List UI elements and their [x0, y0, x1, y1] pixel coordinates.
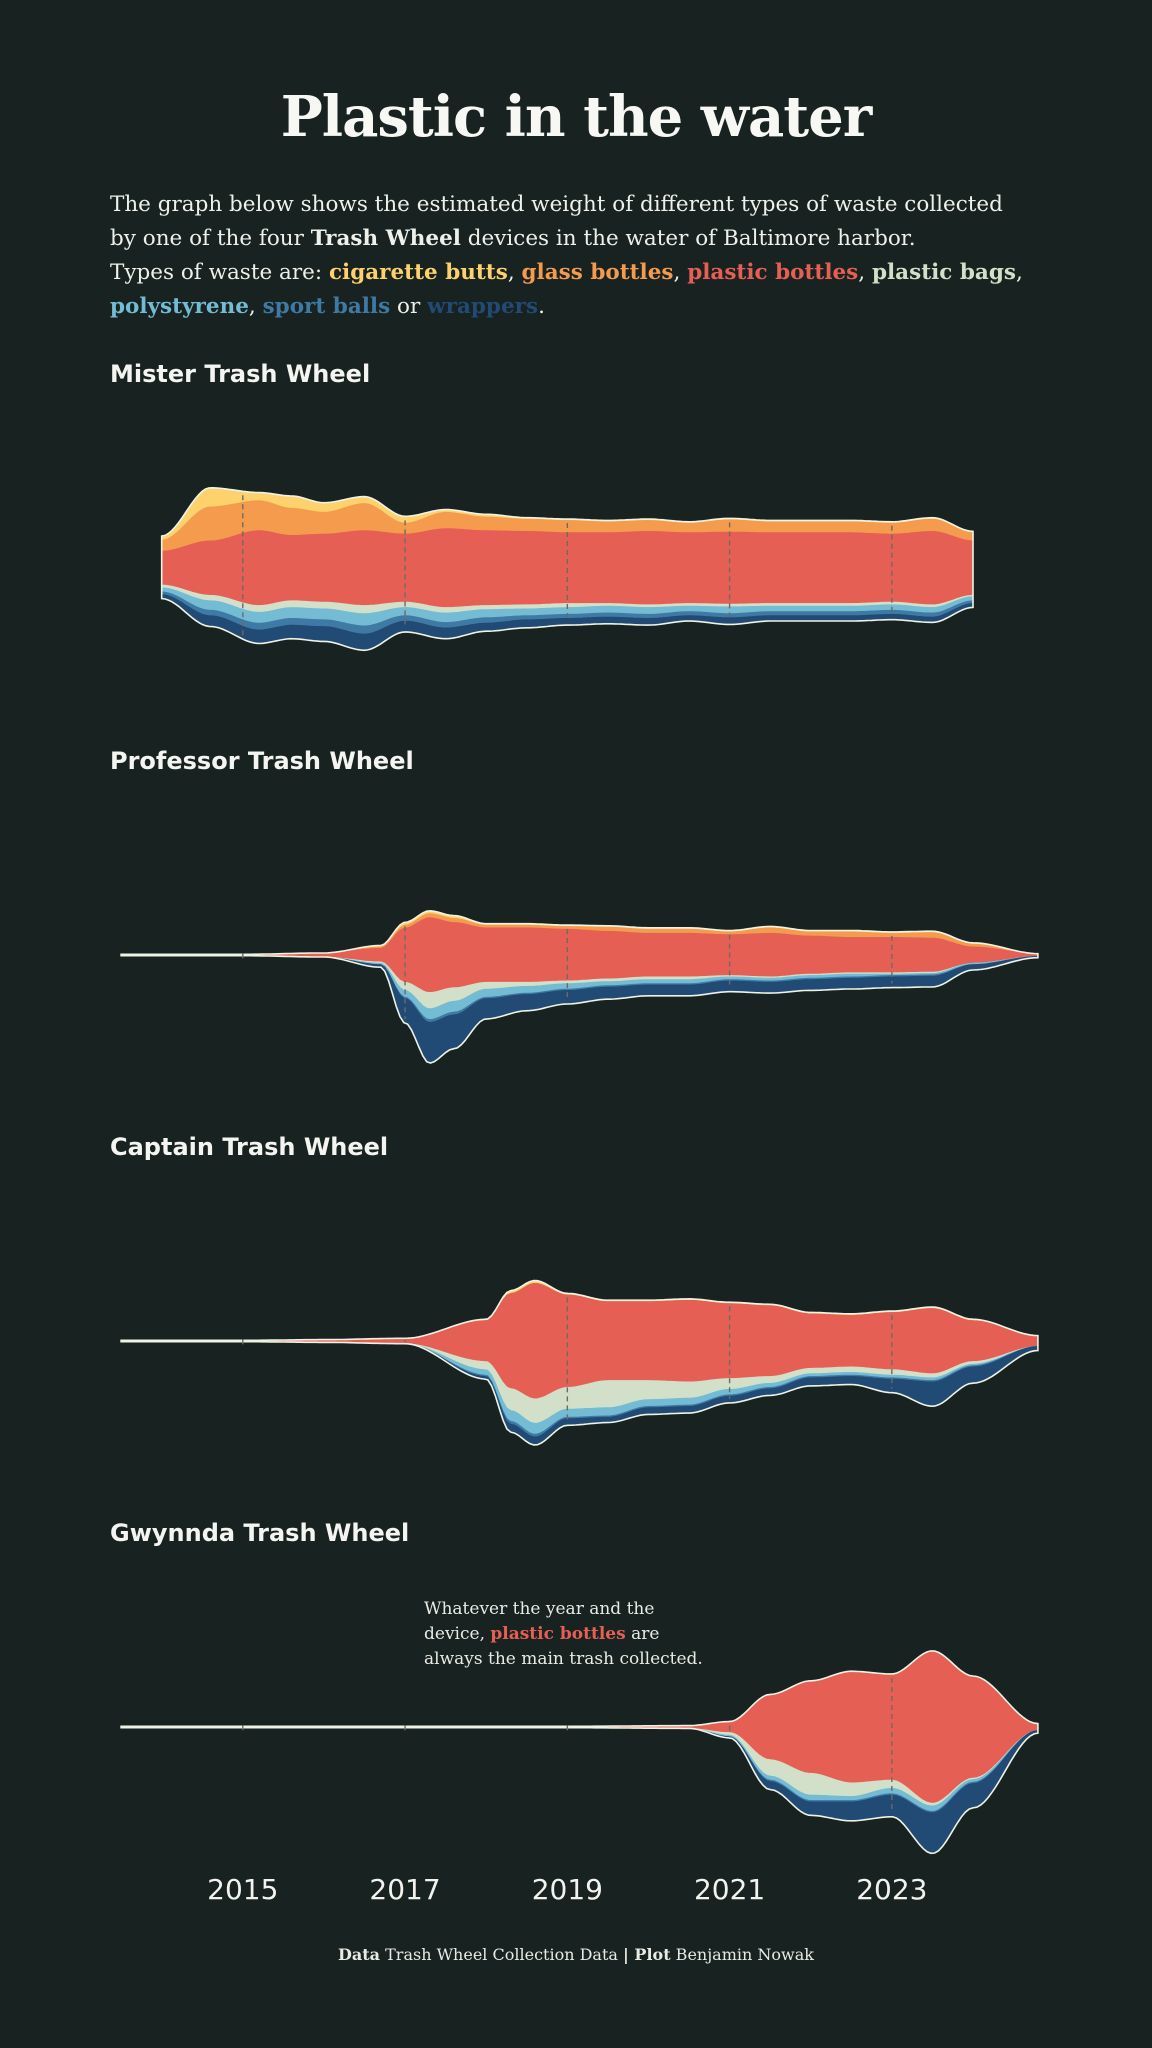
year-gridlines	[242, 495, 893, 1813]
legend-wrappers: wrappers	[427, 294, 539, 319]
x-tick-label: 2023	[856, 1873, 927, 1906]
intro-text-fragment: by one of the four	[110, 226, 311, 251]
separator: ,	[507, 260, 522, 285]
x-axis: 2015 2017 2019 2021 2023	[207, 1873, 927, 1906]
legend-sport-balls: sport balls	[262, 294, 391, 319]
separator: .	[538, 294, 545, 319]
annotation-line: Whatever the year and the	[424, 1599, 655, 1619]
caption-data-source: Trash Wheel Collection Data	[380, 1945, 624, 1964]
intro-line-4: polystyrene, sport balls or wrappers.	[110, 290, 1060, 324]
annotation-fragment: are	[625, 1624, 660, 1644]
stream-outline	[120, 1279, 1039, 1446]
x-tick-label: 2015	[207, 1873, 278, 1906]
page-title: Plastic in the water	[280, 84, 873, 150]
intro-text-fragment: devices in the water of Baltimore harbor…	[460, 226, 916, 251]
intro-text: The graph below shows the estimated weig…	[110, 188, 1060, 324]
caption-separator: |	[623, 1945, 629, 1964]
stream-outline	[160, 486, 974, 652]
annotation-highlight: plastic bottles	[490, 1624, 626, 1644]
separator: ,	[248, 294, 263, 319]
legend-glass-bottles: glass bottles	[521, 260, 674, 285]
intro-line-2: by one of the four Trash Wheel devices i…	[110, 222, 1060, 256]
legend-polystyrene: polystyrene	[110, 294, 249, 319]
x-tick-label: 2021	[694, 1873, 765, 1906]
legend-plastic-bags: plastic bags	[871, 260, 1016, 285]
annotation-fragment: device,	[424, 1624, 491, 1644]
x-tick-label: 2019	[532, 1873, 603, 1906]
annotation-line: always the main trash collected.	[424, 1649, 703, 1669]
caption-data-label: Data	[338, 1945, 381, 1964]
legend-plastic-bottles: plastic bottles	[687, 260, 859, 285]
caption-plot-label: Plot	[628, 1945, 671, 1964]
separator: ,	[858, 260, 872, 285]
separator: or	[397, 294, 421, 319]
panel-title-mister: Mister Trash Wheel	[110, 360, 371, 388]
separator: ,	[1015, 260, 1023, 285]
x-tick-label: 2017	[369, 1873, 440, 1906]
caption-author: Benjamin Nowak	[670, 1945, 814, 1964]
legend-cigarette-butts: cigarette butts	[328, 260, 508, 285]
stream-outline	[120, 1650, 1039, 1855]
separator: ,	[673, 260, 688, 285]
panel-title-captain: Captain Trash Wheel	[110, 1133, 389, 1161]
caption: Data Trash Wheel Collection Data | Plot …	[0, 1945, 1152, 1964]
panel-title-professor: Professor Trash Wheel	[110, 747, 414, 775]
stream-outline	[120, 909, 1039, 1064]
intro-device-name: Trash Wheel	[310, 226, 461, 251]
intro-line-3: Types of waste are: cigarette butts, gla…	[110, 256, 1060, 290]
panel-title-gwynnda: Gwynnda Trash Wheel	[110, 1519, 410, 1547]
annotation: Whatever the year and the device, plasti…	[424, 1597, 724, 1672]
annotation-line: device, plastic bottles are	[424, 1622, 724, 1647]
intro-text-fragment: Types of waste are:	[110, 260, 329, 285]
intro-line-1: The graph below shows the estimated weig…	[110, 192, 1003, 217]
